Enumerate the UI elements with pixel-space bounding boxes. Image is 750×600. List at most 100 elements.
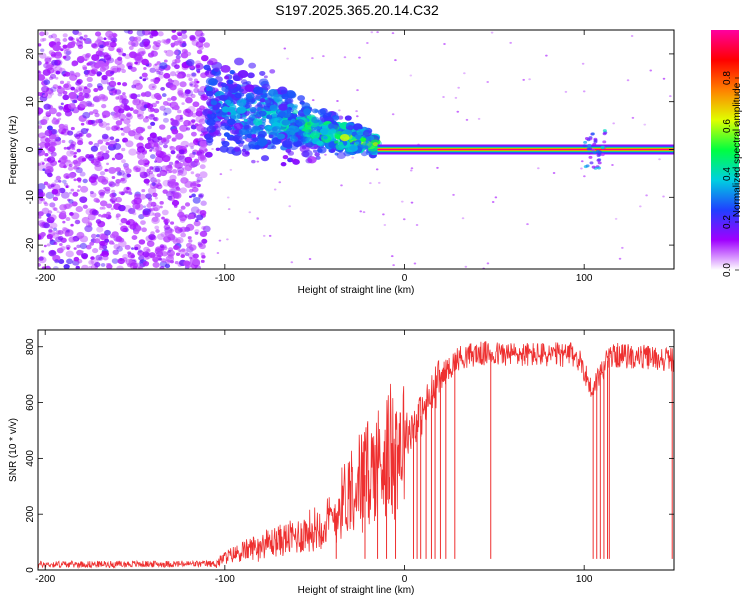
snr-x-ticks: -200 -100 0 100 bbox=[35, 330, 593, 585]
spectrogram-blob bbox=[41, 207, 50, 215]
spectrogram-blob bbox=[581, 62, 585, 65]
spectrogram-blob bbox=[170, 221, 175, 225]
spectrogram-blob bbox=[596, 166, 601, 170]
spectrogram-blob bbox=[51, 53, 56, 58]
spectrogram-blob bbox=[241, 150, 250, 157]
spectrogram-blob bbox=[190, 206, 200, 214]
spectrogram-blob bbox=[195, 34, 204, 41]
spectrogram-blob bbox=[99, 66, 107, 72]
spectrogram-blob bbox=[155, 229, 160, 233]
spectrogram-blob bbox=[267, 125, 273, 130]
spectrogram-blob bbox=[50, 250, 56, 255]
spectrogram-blob bbox=[70, 86, 76, 91]
spectrogram-blob bbox=[146, 203, 152, 208]
spectrogram-blob bbox=[155, 146, 162, 152]
spectrogram-blob bbox=[99, 44, 104, 49]
spectrogram-blob bbox=[662, 77, 666, 80]
spectrogram-blob bbox=[65, 244, 71, 250]
spectrogram-blob bbox=[266, 114, 273, 120]
spectrogram-blob bbox=[166, 134, 172, 139]
spectrogram-blob bbox=[372, 142, 379, 147]
spectrogram-blob bbox=[184, 214, 189, 218]
spectrogram-blob bbox=[99, 171, 106, 176]
spectrogram-blob bbox=[49, 222, 58, 229]
spectrogram-blob bbox=[158, 252, 163, 256]
spectrogram-blob bbox=[195, 68, 201, 73]
spectrogram-blob bbox=[359, 210, 363, 213]
spectrogram-blob bbox=[184, 89, 194, 97]
spectrogram-blob bbox=[343, 56, 347, 59]
spectrogram-blob bbox=[162, 138, 167, 142]
spectrogram-blob bbox=[67, 130, 74, 136]
spectrogram-blob bbox=[107, 82, 111, 85]
spectrogram-blob bbox=[93, 238, 101, 244]
spectrogram-blob bbox=[178, 155, 187, 162]
spectrogram-blob bbox=[199, 171, 208, 179]
spectrogram-blob bbox=[81, 216, 90, 224]
spectrogram-blob bbox=[84, 86, 88, 90]
spectrogram-blob bbox=[50, 151, 57, 157]
spectrogram-blob bbox=[147, 125, 152, 130]
spectrogram-blob bbox=[223, 95, 228, 99]
spectrogram-blob bbox=[366, 41, 369, 44]
spectrogram-blob bbox=[168, 161, 174, 166]
colorbar-gradient bbox=[711, 30, 739, 270]
spectrogram-blob bbox=[154, 196, 158, 200]
spectrogram-blob bbox=[262, 234, 266, 237]
spectrogram-blob bbox=[189, 195, 193, 199]
spectrogram-blob bbox=[191, 72, 197, 77]
spectrogram-blob bbox=[155, 94, 162, 101]
spectrogram-blob bbox=[151, 182, 156, 186]
spectrogram-blob bbox=[153, 108, 160, 114]
spectrogram-blob bbox=[41, 250, 45, 253]
spectrogram-blob bbox=[509, 41, 512, 44]
spectrogram-blob bbox=[44, 137, 51, 143]
spectrogram-blob bbox=[98, 122, 104, 127]
spectrogram-blob bbox=[305, 136, 313, 143]
spectrogram-blob bbox=[108, 166, 117, 174]
spectrogram-blob bbox=[362, 129, 372, 137]
spectrogram-blob bbox=[461, 217, 465, 220]
spectrogram-blob bbox=[135, 167, 141, 172]
spectrogram-blob bbox=[178, 92, 185, 98]
spectrogram-blob bbox=[171, 34, 178, 41]
spectrogram-blob bbox=[96, 71, 103, 76]
spectrogram-blob bbox=[597, 161, 602, 165]
spectrogram-blob bbox=[148, 233, 156, 241]
spectrogram-blob bbox=[159, 105, 166, 111]
spectrogram-blob bbox=[154, 212, 161, 218]
spectrogram-y-tick-label: 10 bbox=[25, 96, 36, 108]
spectrogram-blob bbox=[621, 246, 624, 249]
snr-x-tick-label: 100 bbox=[576, 574, 593, 585]
spectrogram-blob bbox=[190, 131, 197, 137]
spectrogram-blob bbox=[203, 64, 211, 71]
spectrogram-blob bbox=[208, 78, 218, 86]
spectrogram-blob bbox=[123, 186, 132, 194]
spectrogram-blob bbox=[112, 142, 122, 150]
spectrogram-blob bbox=[123, 30, 131, 34]
spectrogram-blob bbox=[124, 190, 129, 194]
spectrogram-blob bbox=[58, 179, 62, 183]
spectrogram-blob bbox=[92, 109, 99, 115]
spectrogram-blob bbox=[82, 111, 91, 119]
spectrogram-blob bbox=[146, 248, 151, 253]
spectrogram-blob bbox=[52, 117, 56, 120]
spectrogram-blob bbox=[491, 200, 495, 203]
spectrogram-blob bbox=[87, 213, 96, 221]
spectrogram-blob bbox=[76, 94, 85, 102]
spectrogram-blob bbox=[111, 231, 119, 238]
spectrogram-blob bbox=[271, 125, 281, 133]
spectrogram-blob bbox=[336, 151, 346, 160]
spectrogram-blob bbox=[402, 218, 406, 221]
spectrogram-blob bbox=[93, 95, 102, 103]
spectrogram-blob bbox=[156, 70, 161, 75]
spectrogram-blob bbox=[528, 78, 531, 81]
spectrogram-blob bbox=[129, 262, 138, 269]
spectrogram-blob bbox=[174, 245, 181, 251]
spectrogram-blob bbox=[312, 149, 318, 153]
spectrogram-blob bbox=[116, 265, 124, 269]
spectrogram-blob bbox=[68, 191, 72, 195]
spectrogram-blob bbox=[108, 33, 113, 37]
spectrogram-blob bbox=[96, 226, 104, 233]
